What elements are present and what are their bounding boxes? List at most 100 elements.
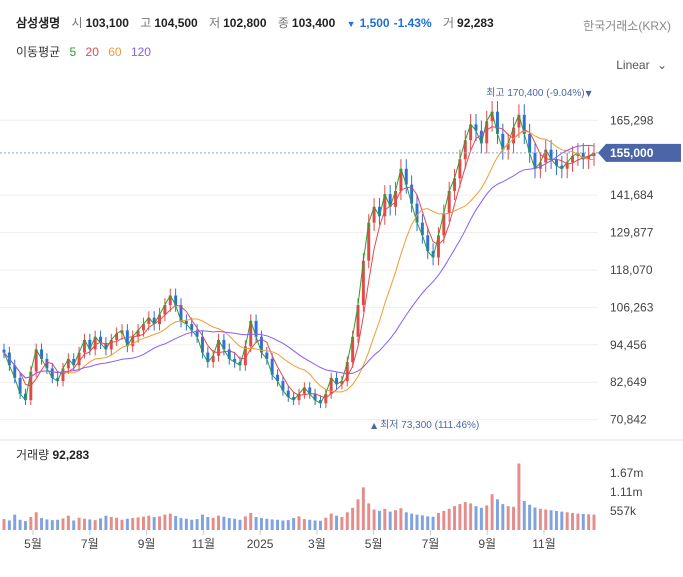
up-arrow-icon: ▲ — [371, 421, 378, 430]
candle-body — [522, 114, 526, 134]
candle-body — [131, 336, 135, 347]
scale-label: Linear — [616, 58, 650, 72]
volume-bar — [99, 518, 103, 530]
y-tick-label: 70,842 — [610, 413, 647, 427]
volume-bar — [23, 521, 27, 530]
volume-bar — [517, 463, 521, 530]
volume-bar — [404, 512, 408, 530]
volume-bar — [329, 513, 333, 530]
volume-bar — [265, 518, 269, 530]
volume-bar — [34, 512, 38, 530]
candle-body — [308, 387, 312, 394]
volume-bar — [249, 512, 253, 530]
low-value: 102,800 — [223, 16, 267, 30]
volume-bar — [168, 513, 172, 530]
volume-bar — [2, 519, 6, 530]
candle-body — [544, 149, 548, 163]
candle-body — [40, 349, 44, 359]
candle-body — [463, 140, 467, 160]
candle-body — [318, 400, 322, 404]
high-value: 104,500 — [154, 16, 198, 30]
candle-body — [458, 159, 462, 179]
candle-body — [72, 358, 76, 366]
volume-bar — [50, 520, 54, 530]
candle-body — [270, 358, 274, 375]
candle-body — [571, 156, 575, 163]
candle-body — [394, 190, 398, 207]
candle-body — [163, 305, 167, 315]
volume-bar — [61, 518, 65, 530]
volume-bar — [281, 520, 285, 530]
candle-body — [104, 343, 108, 350]
candle-body — [292, 396, 296, 401]
y-tick-label: 106,263 — [610, 300, 654, 314]
candle-body — [125, 330, 129, 347]
candle-body — [141, 324, 145, 331]
volume-bar — [560, 511, 564, 530]
candle-body — [372, 206, 376, 223]
candle-body — [420, 222, 424, 236]
x-tick-label: 11월 — [192, 537, 216, 551]
candle-body — [254, 320, 258, 337]
candle-body — [227, 349, 231, 359]
current-price-badge — [598, 143, 681, 162]
candle-body — [431, 251, 435, 258]
ma-5-label[interactable]: 5 — [69, 45, 77, 59]
close-label: 종 — [277, 16, 289, 30]
candle-body — [206, 352, 210, 363]
close-value: 103,400 — [291, 16, 336, 30]
candle-body — [61, 368, 65, 382]
candle-body — [501, 133, 505, 150]
volume-bar — [453, 506, 457, 530]
volume-bar — [72, 520, 76, 530]
volume-bar — [195, 519, 199, 530]
ma-20-label[interactable]: 20 — [85, 45, 99, 59]
candle-body — [528, 133, 532, 153]
volume-bar — [184, 518, 188, 530]
volume-bar — [286, 520, 290, 530]
candle-body — [538, 162, 542, 169]
x-tick-label: 9월 — [478, 537, 496, 551]
x-tick-label: 3월 — [308, 537, 326, 551]
volume-tick-label: 557k — [610, 504, 637, 518]
candle-body — [56, 377, 60, 382]
scale-dropdown[interactable]: Linear ⌄ — [616, 58, 667, 72]
ma-legend-title: 이동평균 — [16, 45, 61, 59]
candle-body — [410, 184, 414, 204]
volume-bar — [104, 515, 108, 530]
volume-bar — [259, 518, 263, 530]
volume-bar — [340, 517, 344, 530]
volume-value: 92,283 — [457, 16, 494, 30]
ma-120-label[interactable]: 120 — [130, 45, 151, 59]
volume-bar — [152, 517, 156, 530]
volume-bar — [474, 506, 478, 530]
volume-bar — [388, 511, 392, 530]
volume-bar — [442, 510, 446, 530]
y-tick-label: 118,070 — [610, 263, 653, 277]
volume-bar — [211, 517, 215, 530]
candle-body — [549, 149, 553, 160]
volume-bar — [479, 507, 483, 530]
candle-body — [399, 168, 403, 191]
candle-body — [200, 336, 204, 353]
volume-panel-value: 92,283 — [52, 448, 90, 462]
volume-bar — [549, 510, 553, 530]
candle-body — [415, 203, 419, 223]
candle-body — [147, 317, 151, 325]
x-tick-label: 2025 — [247, 537, 274, 551]
volume-bar — [512, 506, 516, 530]
candle-body — [23, 393, 27, 401]
volume-bar — [485, 505, 489, 530]
volume-bar — [115, 517, 119, 530]
ma-60-label[interactable]: 60 — [108, 45, 122, 59]
volume-bar — [533, 507, 537, 530]
candle-body — [442, 213, 446, 236]
candle-body — [109, 339, 113, 350]
candle-body — [404, 168, 408, 185]
volume-bar — [158, 516, 162, 530]
volume-bar — [7, 520, 11, 530]
candle-body — [233, 358, 237, 363]
candle-body — [115, 333, 119, 340]
candle-body — [351, 336, 355, 363]
